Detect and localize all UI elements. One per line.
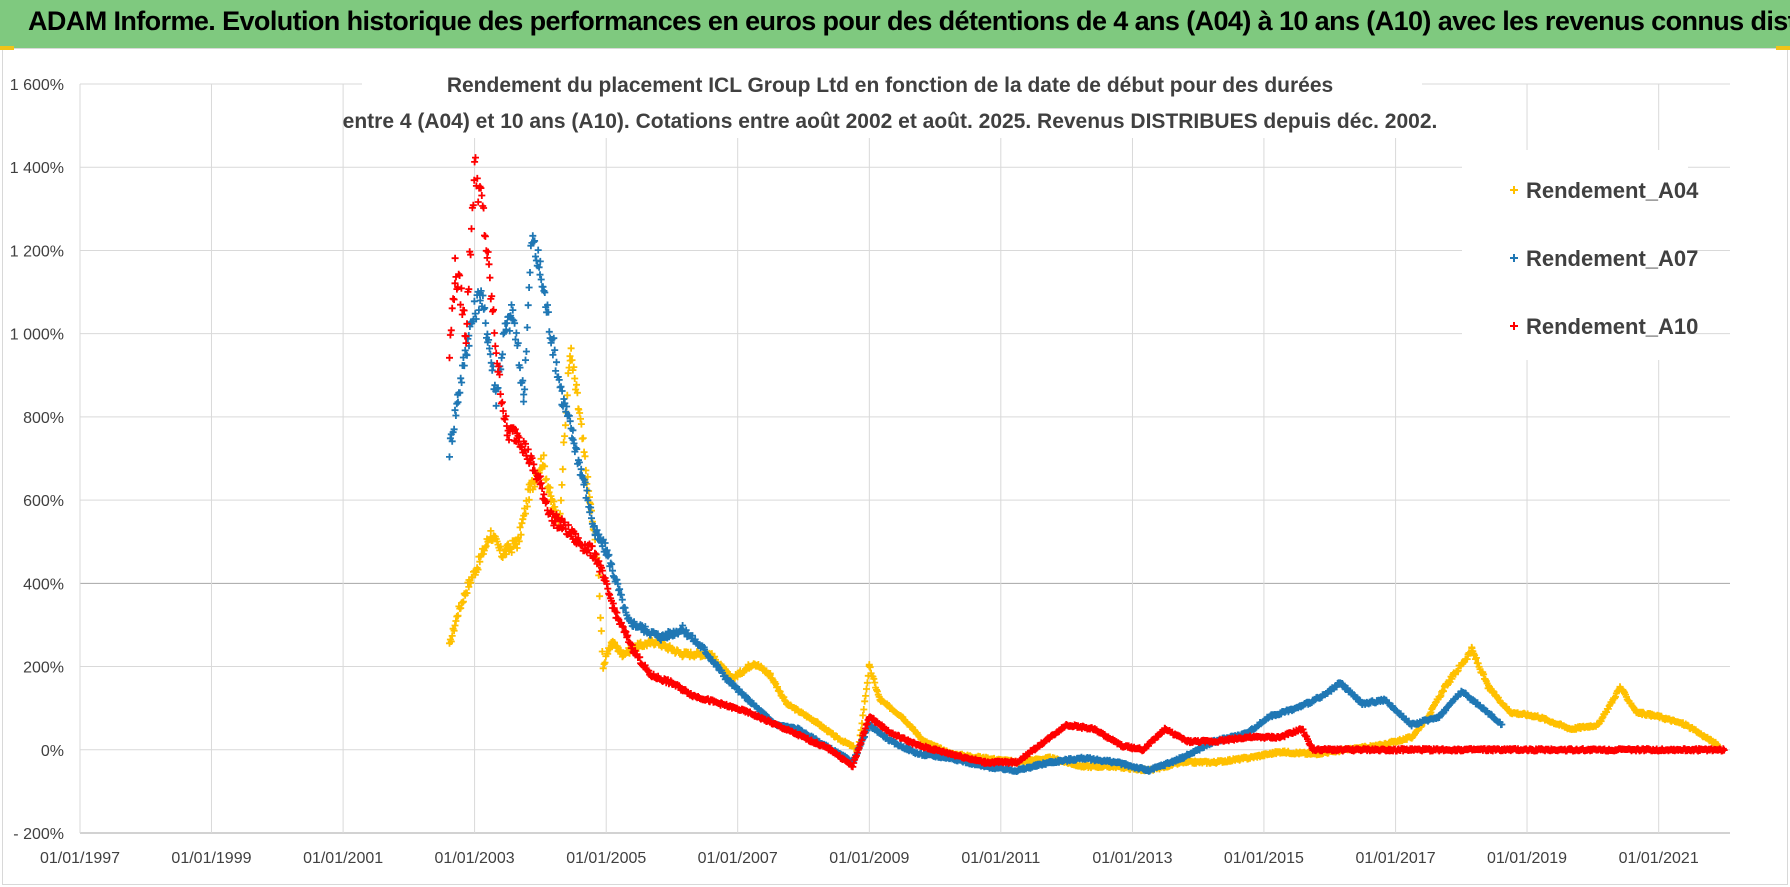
legend-marker <box>1510 254 1518 262</box>
page-title: ADAM Informe. Evolution historique des p… <box>28 6 1790 36</box>
y-tick-label: 1 200% <box>10 243 64 260</box>
x-tick-label: 01/01/1997 <box>40 850 120 867</box>
plot-area <box>446 154 1728 775</box>
header-banner: ADAM Informe. Evolution historique des p… <box>0 0 1790 48</box>
chart-title-background <box>362 66 1422 138</box>
x-tick-label: 01/01/2003 <box>435 850 515 867</box>
series-markers <box>446 154 1728 771</box>
x-axis: 01/01/1997 01/01/1999 01/01/2001 01/01/2003… <box>40 850 1699 867</box>
x-tick-label: 01/01/2015 <box>1224 850 1304 867</box>
x-tick-label: 01/01/2021 <box>1619 850 1699 867</box>
legend: Rendement_A04 Rendement_A07 Rendement_A10 <box>1510 178 1699 339</box>
x-tick-label: 01/01/2007 <box>698 850 778 867</box>
chart-title-line2: entre 4 (A04) et 10 ans (A10). Cotations… <box>343 110 1438 133</box>
x-tick-label: 01/01/2013 <box>1092 850 1172 867</box>
x-tick-label: 01/01/2001 <box>303 850 383 867</box>
legend-label: Rendement_A04 <box>1526 178 1699 203</box>
y-tick-label: 800% <box>23 410 64 427</box>
legend-marker <box>1510 322 1518 330</box>
y-tick-label: - 200% <box>13 826 64 843</box>
series-Rendement_A04 <box>446 344 1722 775</box>
x-tick-label: 01/01/2005 <box>566 850 646 867</box>
corner-accent-left <box>0 46 14 50</box>
legend-label: Rendement_A07 <box>1526 246 1698 271</box>
y-tick-label: 0% <box>41 743 64 760</box>
x-tick-label: 01/01/2011 <box>961 850 1040 867</box>
x-tick-label: 01/01/2017 <box>1356 850 1436 867</box>
y-tick-label: 1 400% <box>10 160 64 177</box>
x-tick-label: 01/01/1999 <box>171 850 251 867</box>
chart-title-line1: Rendement du placement ICL Group Ltd en … <box>447 74 1333 97</box>
x-tick-label: 01/01/2009 <box>829 850 909 867</box>
y-tick-label: 400% <box>23 576 64 593</box>
x-tick-label: 01/01/2019 <box>1487 850 1567 867</box>
legend-label: Rendement_A10 <box>1526 314 1698 339</box>
series-Rendement_A10 <box>446 154 1728 771</box>
series-Rendement_A07 <box>446 232 1506 775</box>
y-tick-label: 600% <box>23 493 64 510</box>
y-tick-label: 1 600% <box>10 77 64 94</box>
y-tick-label: 1 000% <box>10 327 64 344</box>
legend-background <box>1462 150 1688 360</box>
series-markers <box>446 232 1506 775</box>
y-tick-label: 200% <box>23 660 64 677</box>
corner-accent-right <box>1776 46 1790 50</box>
series-markers <box>446 344 1722 775</box>
y-axis: - 200% 0% 200% 400% 600% 800% 1 000% 1 200% 1 40… <box>10 77 64 843</box>
legend-marker <box>1510 186 1518 194</box>
